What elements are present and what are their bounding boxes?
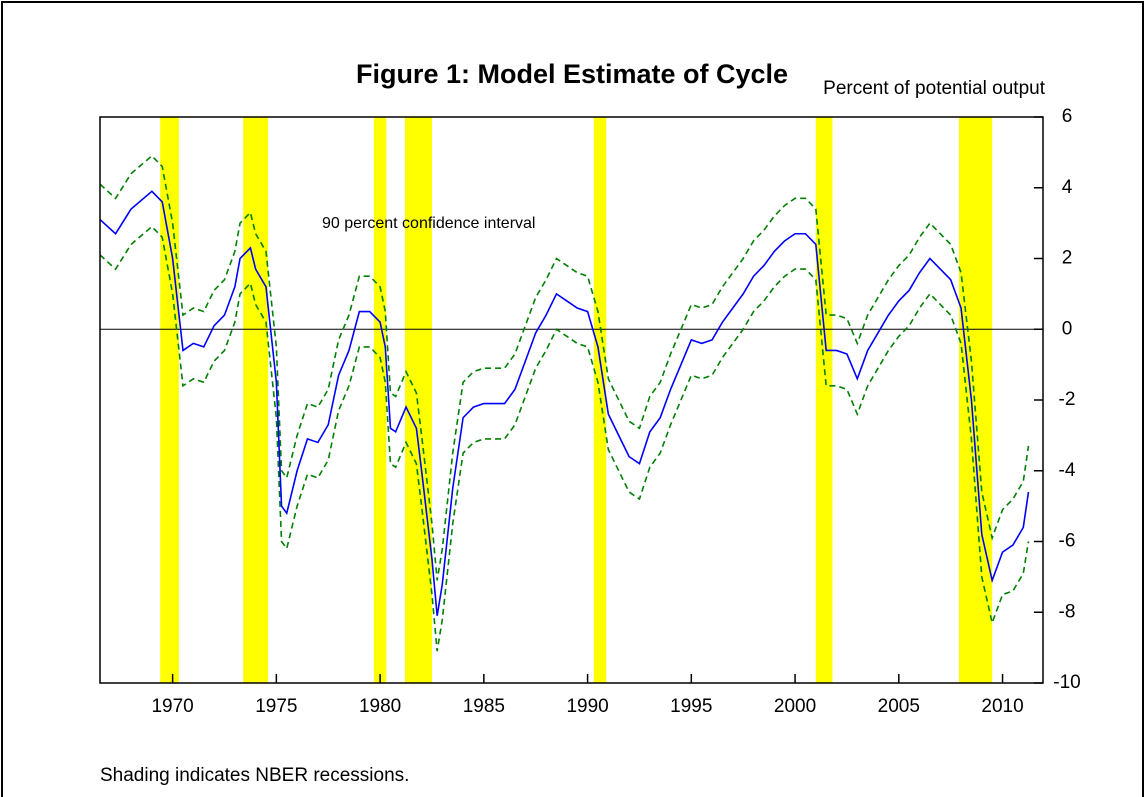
- series-line: [99, 225, 1030, 652]
- x-tick-label: 2000: [774, 696, 816, 717]
- y-tick-label: 0: [1062, 318, 1073, 339]
- series-line: [99, 190, 1030, 616]
- footnote: Shading indicates NBER recessions.: [100, 765, 409, 786]
- y-tick-label: 2: [1062, 248, 1073, 269]
- recession-shade: [373, 117, 387, 683]
- annotation: 90 percent confidence interval: [322, 215, 535, 232]
- x-tick-label: 1980: [359, 696, 401, 717]
- x-tick-label: 1970: [151, 696, 193, 717]
- recession-shade: [404, 117, 432, 683]
- y-tick-label: 6: [1062, 106, 1073, 127]
- x-tick-label: 1990: [566, 696, 608, 717]
- recession-shade: [958, 117, 993, 683]
- y-tick-label: 4: [1062, 177, 1073, 198]
- recession-shade: [160, 117, 179, 683]
- x-tick-label: 1995: [670, 696, 712, 717]
- y-tick-label: -4: [1059, 460, 1076, 481]
- recession-shade: [815, 117, 833, 683]
- y-tick-label: -6: [1059, 531, 1076, 552]
- series-line: [99, 154, 1030, 581]
- y-tick-label: -2: [1059, 389, 1076, 410]
- chart-title: Figure 1: Model Estimate of Cycle: [356, 59, 788, 89]
- plot-border: [99, 116, 1044, 684]
- y-tick-label: -10: [1053, 672, 1080, 693]
- x-tick-label: 2005: [878, 696, 920, 717]
- recession-shade: [243, 117, 269, 683]
- y-axis-label: Percent of potential output: [823, 78, 1046, 99]
- x-tick-label: 1975: [255, 696, 297, 717]
- y-tick-label: -8: [1059, 601, 1076, 622]
- x-tick-label: 1985: [463, 696, 505, 717]
- x-tick-label: 2010: [981, 696, 1023, 717]
